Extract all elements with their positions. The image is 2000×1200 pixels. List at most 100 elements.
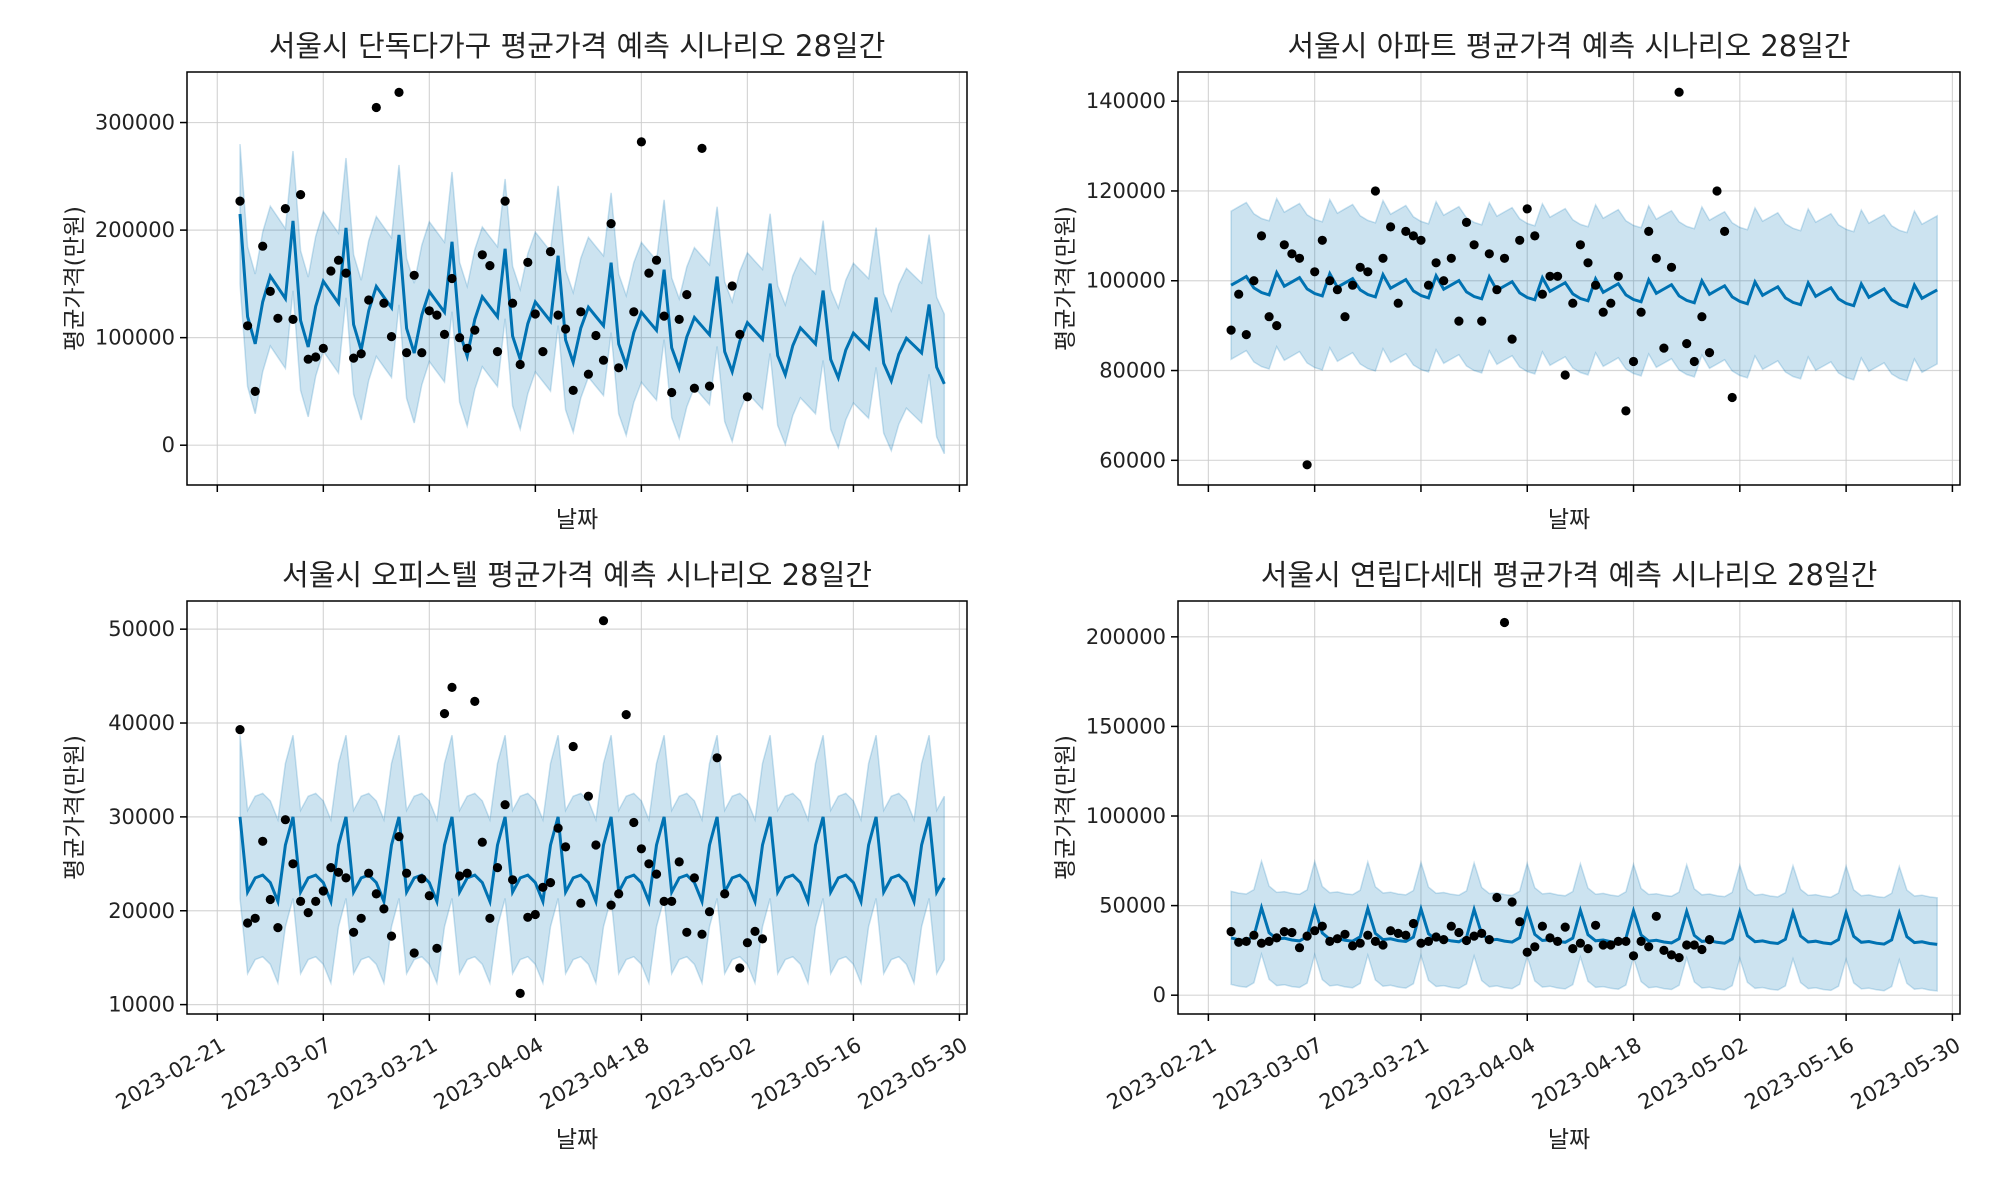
data-point [235, 725, 245, 735]
data-point [515, 988, 525, 999]
y-tick-label: 150000 [1086, 714, 1166, 738]
data-point [1310, 926, 1320, 936]
data-point [485, 913, 495, 923]
data-point [1613, 936, 1623, 947]
forecast-line [238, 816, 946, 908]
chart-single-detached-house: 0 100000 200000 300000 서울시 단독다가구 평균가격 예측 시나리… [62, 29, 968, 533]
data-point [1408, 918, 1418, 929]
data-point [402, 868, 412, 878]
data-point [1575, 938, 1585, 948]
data-point [1598, 940, 1608, 950]
data-point [1317, 235, 1327, 245]
data-point [1484, 935, 1494, 945]
data-point [1439, 276, 1449, 286]
y-axis-label: 평균가격(만원) [1053, 735, 1079, 880]
data-point [326, 863, 336, 873]
data-point [371, 102, 381, 113]
data-point [235, 196, 245, 206]
data-point [432, 943, 442, 953]
axes-frame [186, 71, 968, 486]
data-point [1628, 356, 1639, 367]
data-point [1272, 933, 1282, 943]
data-point [629, 817, 639, 828]
data-point [1515, 235, 1525, 245]
data-point [682, 290, 692, 300]
data-point [432, 310, 442, 320]
data-point [341, 873, 351, 883]
data-point [318, 886, 328, 896]
data-point [568, 741, 578, 752]
data-point [1256, 938, 1267, 948]
data-point [1628, 951, 1639, 961]
data-point [455, 333, 465, 343]
data-point [1651, 253, 1661, 263]
x-tick-label: 2023-05-02 [1634, 1033, 1752, 1115]
data-point [1454, 927, 1464, 938]
y-axis-label: 평균가격(만원) [62, 206, 88, 351]
data-point [243, 918, 253, 928]
y-tick-label: 20000 [108, 899, 175, 923]
data-point [1704, 348, 1715, 358]
data-point [1583, 944, 1593, 954]
data-point [1545, 271, 1555, 281]
data-point [727, 281, 737, 291]
data-point [1431, 932, 1441, 942]
data-point [598, 355, 609, 365]
chart-title: 서울시 오피스텔 평균가격 예측 시나리오 28일간 [282, 558, 872, 592]
data-point [470, 696, 480, 707]
x-axis-label: 날짜 [556, 1127, 598, 1153]
data-point [250, 386, 260, 396]
data-point [356, 913, 366, 923]
data-point [318, 343, 328, 353]
data-point [1355, 938, 1365, 948]
data-point [750, 926, 760, 937]
data-point [356, 349, 366, 359]
data-point [1545, 933, 1555, 943]
data-point [1294, 943, 1305, 953]
data-point [659, 896, 669, 907]
data-point [1522, 204, 1532, 214]
data-point [1477, 928, 1487, 939]
data-point [636, 137, 647, 147]
data-point [1363, 267, 1373, 277]
data-point [1234, 937, 1244, 947]
data-point [296, 896, 306, 907]
data-point [1348, 941, 1358, 951]
data-point [1644, 226, 1654, 236]
data-point [1644, 942, 1654, 952]
data-point [1446, 253, 1456, 263]
data-point [697, 143, 707, 153]
data-point [1537, 289, 1547, 299]
data-point [311, 896, 321, 907]
data-point [280, 815, 290, 825]
data-point [1423, 936, 1434, 947]
uncertainty-band [239, 735, 946, 986]
data-point [477, 837, 487, 847]
data-point [1507, 897, 1517, 907]
data-point [1515, 917, 1525, 927]
x-tick-label: 2023-03-21 [1315, 1033, 1433, 1115]
data-point [1560, 370, 1570, 380]
data-point [1568, 944, 1578, 954]
data-point [1294, 253, 1305, 263]
data-point [288, 859, 298, 869]
data-point [492, 347, 503, 357]
data-point [1287, 927, 1297, 938]
data-point [1492, 285, 1502, 295]
data-point [1325, 276, 1335, 286]
data-point [1241, 330, 1251, 340]
y-tick-label: 60000 [1099, 448, 1166, 472]
data-point [1621, 406, 1631, 416]
data-point [1591, 920, 1601, 930]
data-point [1583, 258, 1593, 268]
data-point [1530, 942, 1540, 952]
data-point [507, 298, 518, 308]
data-point [1606, 940, 1616, 950]
data-point [1659, 343, 1669, 353]
x-tick-label: 2023-04-04 [1422, 1033, 1540, 1115]
data-point [500, 800, 510, 810]
data-point [1697, 944, 1707, 955]
data-point [379, 904, 389, 914]
uncertainty-band [239, 144, 946, 455]
data-point [606, 219, 616, 229]
